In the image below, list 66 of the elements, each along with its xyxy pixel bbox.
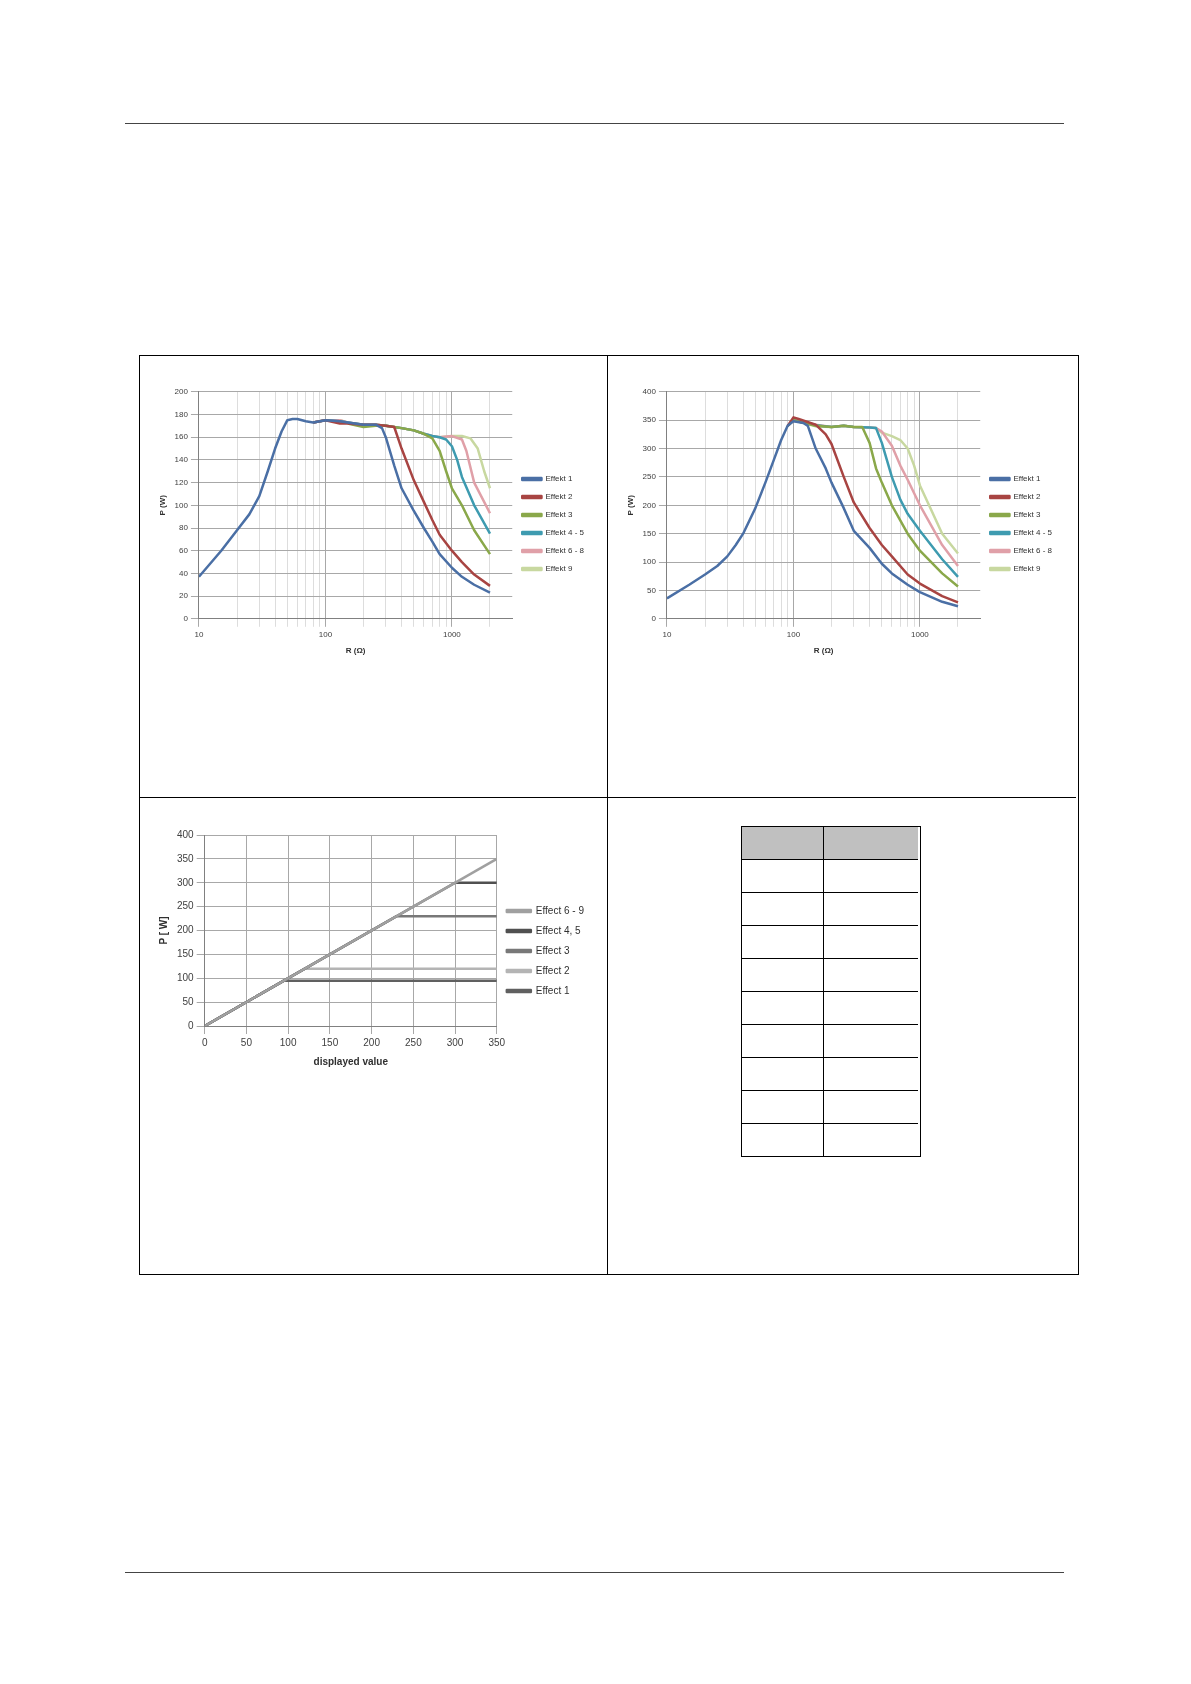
y-tick-label: 50 bbox=[182, 995, 195, 1007]
legend-label: Effect 3 bbox=[535, 944, 570, 956]
y-tick-label: 200 bbox=[177, 924, 195, 936]
legend-label: Effekt 6 - 8 bbox=[1013, 546, 1053, 556]
y-tick-label: 180 bbox=[174, 409, 189, 419]
y-tick-label: 300 bbox=[642, 443, 657, 453]
y-tick-label: 400 bbox=[177, 828, 195, 840]
x-tick-label: 250 bbox=[405, 1036, 423, 1048]
y-tick-label: 120 bbox=[174, 477, 189, 487]
legend-label: Effect 1 bbox=[535, 984, 570, 996]
y-tick-label: 100 bbox=[174, 500, 189, 510]
y-tick-label: 100 bbox=[642, 557, 657, 567]
x-tick-label: 350 bbox=[488, 1036, 506, 1048]
legend-label: Effekt 9 bbox=[545, 564, 573, 574]
y-tick-label: 200 bbox=[642, 500, 657, 510]
x-tick-label: 100 bbox=[318, 629, 333, 639]
legend-label: Effekt 1 bbox=[545, 474, 573, 484]
y-axis-title: P [ W] bbox=[157, 916, 169, 945]
x-tick-label: 50 bbox=[240, 1036, 253, 1048]
y-axis-title: P (W) bbox=[158, 494, 167, 516]
y-tick-label: 50 bbox=[647, 585, 657, 595]
x-tick-label: 10 bbox=[194, 629, 204, 639]
y-tick-label: 0 bbox=[651, 614, 657, 623]
y-tick-label: 200 bbox=[174, 387, 189, 396]
legend-label: Effekt 2 bbox=[545, 492, 573, 502]
y-tick-label: 100 bbox=[177, 972, 195, 983]
legend-label: Effekt 3 bbox=[1013, 510, 1041, 520]
y-tick-label: 140 bbox=[174, 455, 189, 465]
y-tick-label: 350 bbox=[177, 852, 195, 864]
legend-label: Effect 2 bbox=[535, 964, 570, 976]
y-tick-label: 80 bbox=[179, 523, 189, 533]
legend-label: Effekt 9 bbox=[1013, 564, 1041, 574]
x-axis-title: displayed value bbox=[313, 1055, 389, 1067]
legend-label: Effekt 4 - 5 bbox=[1013, 528, 1053, 538]
x-tick-label: 100 bbox=[279, 1036, 297, 1048]
x-tick-label: 1000 bbox=[911, 629, 930, 639]
y-tick-label: 0 bbox=[188, 1019, 195, 1031]
legend-label: Effekt 2 bbox=[1013, 492, 1041, 502]
x-tick-label: 1000 bbox=[443, 629, 462, 639]
y-tick-label: 0 bbox=[183, 614, 189, 623]
legend-label: Effect 4, 5 bbox=[535, 924, 582, 936]
y-tick-label: 300 bbox=[177, 876, 195, 888]
x-tick-label: 100 bbox=[786, 629, 801, 639]
x-tick-label: 0 bbox=[201, 1036, 208, 1048]
x-tick-label: 300 bbox=[446, 1036, 464, 1048]
legend-label: Effect 6 - 9 bbox=[535, 904, 585, 916]
y-tick-label: 150 bbox=[177, 948, 195, 960]
y-tick-label: 20 bbox=[179, 591, 189, 601]
y-tick-label: 250 bbox=[642, 472, 657, 482]
y-tick-label: 40 bbox=[179, 568, 189, 578]
x-tick-label: 150 bbox=[321, 1036, 339, 1048]
x-axis-title: R (Ω) bbox=[813, 646, 834, 656]
y-tick-label: 60 bbox=[179, 545, 189, 555]
y-tick-label: 150 bbox=[642, 528, 657, 538]
legend-label: Effekt 4 - 5 bbox=[545, 528, 585, 538]
legend-label: Effekt 3 bbox=[545, 510, 573, 520]
x-axis-title: R (Ω) bbox=[345, 646, 366, 656]
y-tick-label: 160 bbox=[174, 432, 189, 442]
legend-label: Effekt 1 bbox=[1013, 474, 1041, 484]
y-tick-label: 400 bbox=[642, 387, 657, 396]
y-axis-title: P (W) bbox=[626, 494, 635, 516]
x-tick-label: 10 bbox=[662, 629, 672, 639]
y-tick-label: 250 bbox=[177, 900, 195, 912]
y-tick-label: 350 bbox=[642, 415, 657, 425]
x-tick-label: 200 bbox=[363, 1036, 381, 1048]
legend-label: Effekt 6 - 8 bbox=[545, 546, 585, 556]
